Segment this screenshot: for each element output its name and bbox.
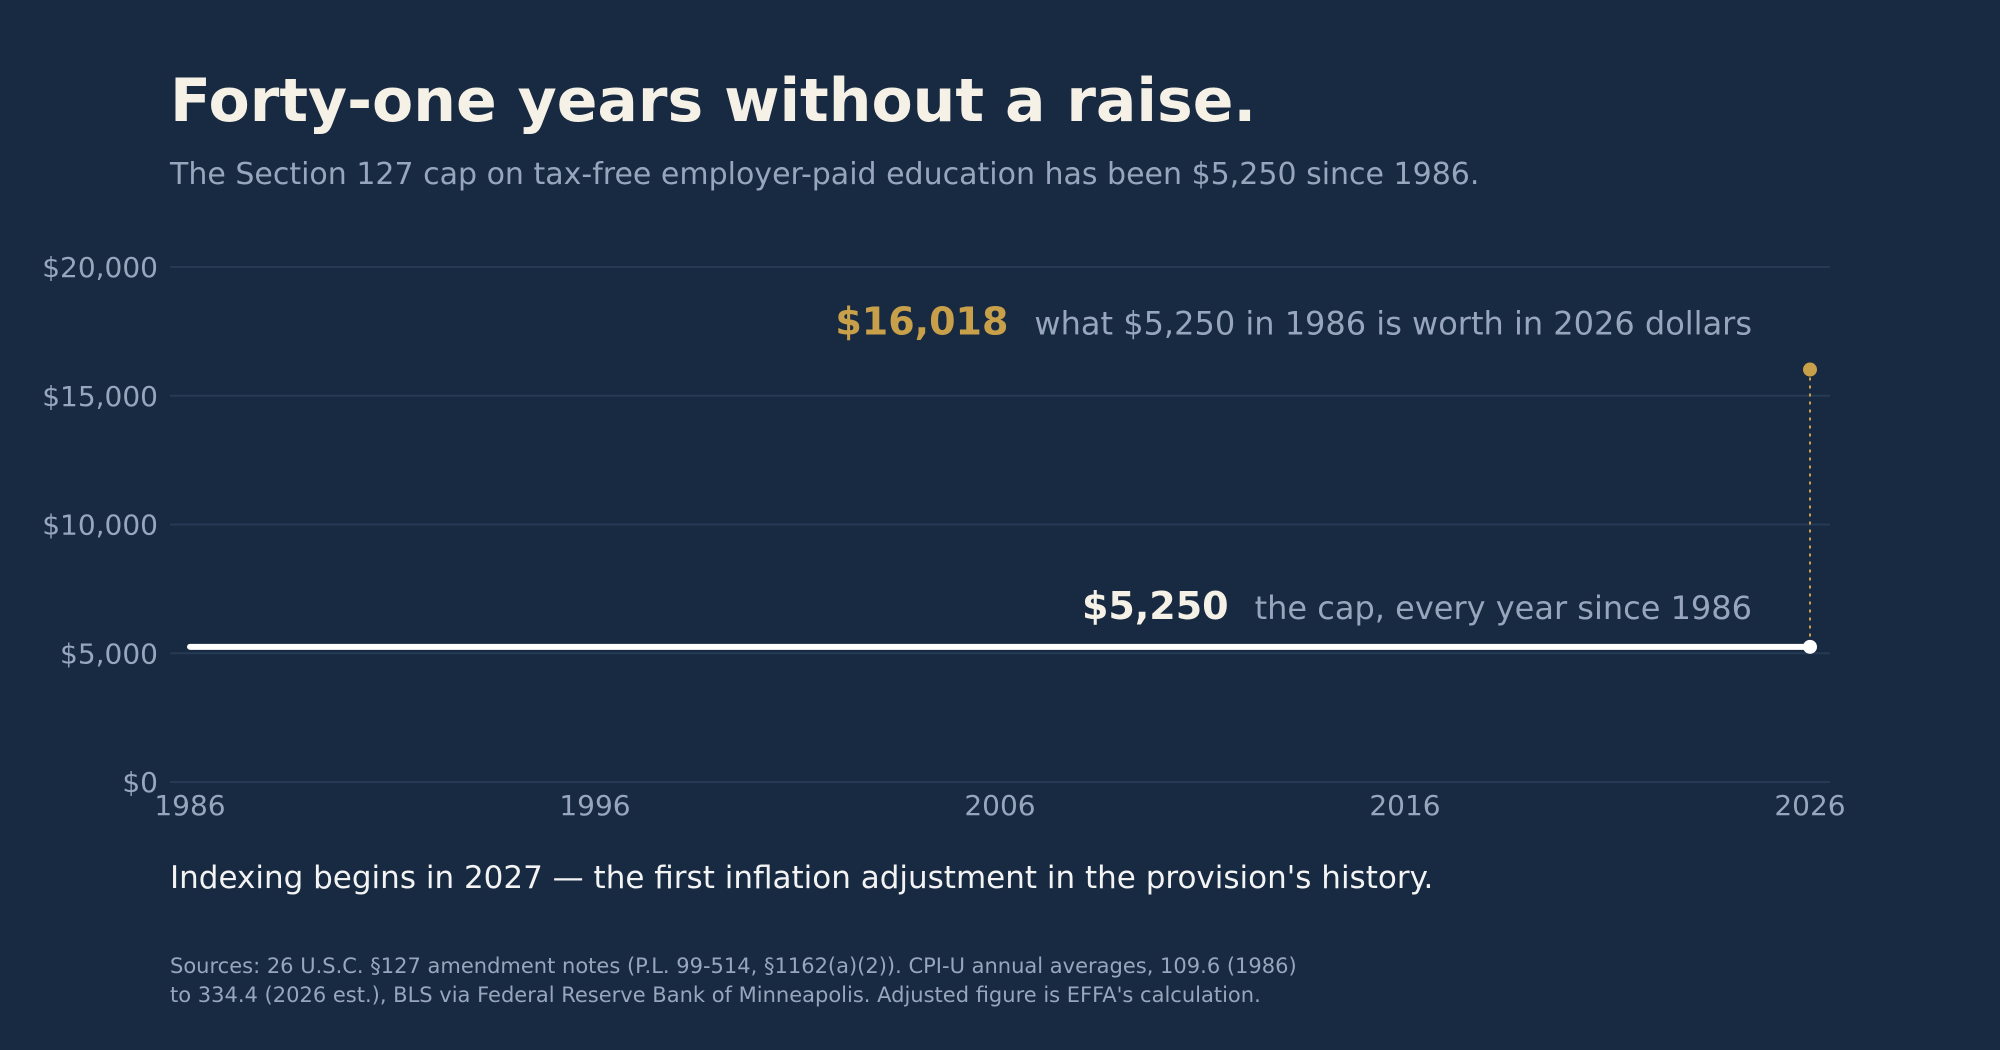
x-tick-label: 2006 [964,789,1035,822]
annotations: $16,018 what $5,250 in 1986 is worth in … [835,300,1752,628]
sources-line: Sources: 26 U.S.C. §127 amendment notes … [170,954,1297,978]
y-tick-label: $10,000 [42,509,158,542]
chart-caption: Indexing begins in 2027 — the first infl… [170,860,1434,896]
gridlines [170,266,1830,783]
cap-value-label: $5,250 [1082,584,1229,628]
chart-subtitle: The Section 127 cap on tax-free employer… [170,157,1480,192]
adjusted-value-point [1803,362,1817,377]
adjusted-note-label: what $5,250 in 1986 is worth in 2026 dol… [1034,305,1752,343]
line-chart: $0 $5,000 $10,000 $15,000 $20,000 1986 1996 20… [42,251,1845,822]
x-tick-label: 2016 [1369,789,1440,822]
y-tick-label: $15,000 [42,380,158,413]
sources-line: to 334.4 (2026 est.), BLS via Federal Re… [170,983,1261,1007]
sources-note: Sources: 26 U.S.C. §127 amendment notes … [170,952,1297,1010]
y-tick-label: $0 [122,766,158,799]
y-tick-label: $20,000 [42,251,158,284]
x-axis: 1986 1996 2006 2016 2026 [154,789,1845,822]
cap-note-label: the cap, every year since 1986 [1255,589,1752,627]
cap-end-point [1803,639,1817,654]
adjusted-value-label: $16,018 [835,300,1008,344]
series-layer [187,362,1817,654]
y-axis: $0 $5,000 $10,000 $15,000 $20,000 [42,251,158,799]
x-tick-label: 2026 [1774,789,1845,822]
x-tick-label: 1986 [154,789,225,822]
chart-title: Forty-one years without a raise. [170,66,1257,136]
y-tick-label: $5,000 [60,637,158,670]
x-tick-label: 1996 [559,789,630,822]
